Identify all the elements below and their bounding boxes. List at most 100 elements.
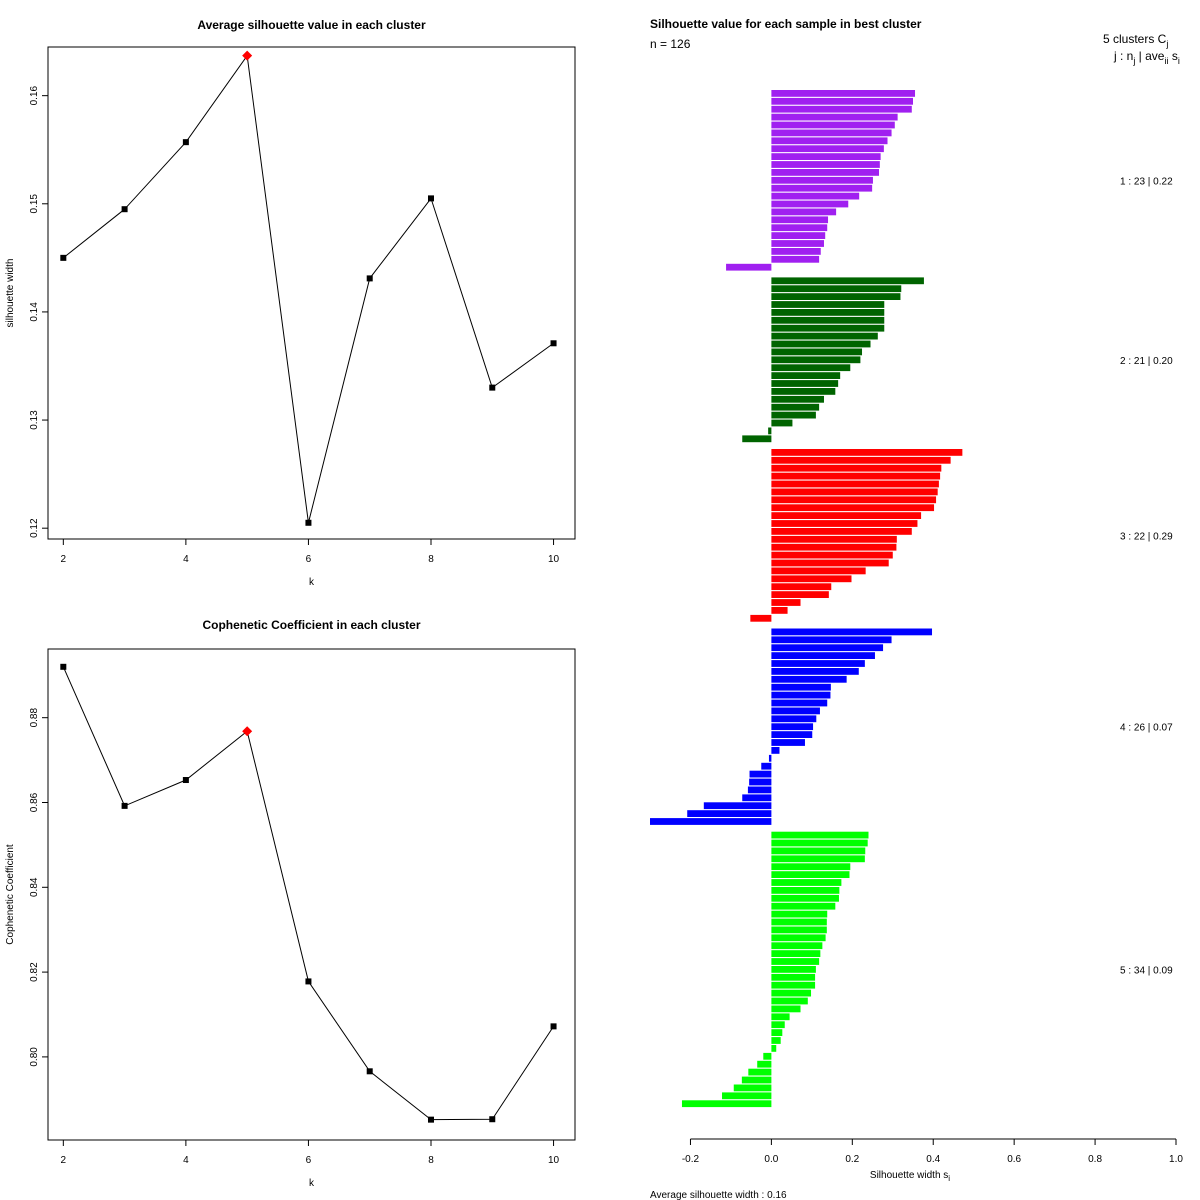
silhouette-bar — [761, 762, 772, 770]
y-axis-label: silhouette width — [5, 259, 16, 328]
silhouette-bar — [768, 754, 772, 762]
silhouette-bar — [771, 403, 820, 411]
silhouette-bar — [771, 464, 942, 472]
silhouette-bar — [771, 153, 881, 160]
silhouette-bar — [771, 380, 839, 387]
silhouette-bar — [771, 683, 831, 691]
x-tick-label: 0.4 — [926, 1154, 940, 1165]
silhouette-bar — [771, 636, 892, 644]
y-tick-label: 0.12 — [29, 518, 40, 538]
silhouette-bar — [771, 1005, 801, 1013]
silhouette-bar — [771, 472, 941, 480]
silhouette-bar — [771, 934, 826, 942]
silhouette-bar — [771, 551, 893, 559]
silhouette-bar — [687, 810, 772, 817]
silhouette-bar — [722, 1092, 772, 1100]
silhouette-bar — [771, 208, 837, 216]
silhouette-bar — [749, 770, 772, 778]
silhouette-bar — [771, 277, 924, 285]
silhouette-bar — [771, 512, 922, 519]
silhouette-bar — [771, 715, 817, 723]
x-axis-label: k — [309, 577, 315, 588]
cluster-header: 5 clusters Cj — [1103, 32, 1168, 49]
data-point — [550, 1023, 557, 1030]
silhouette-bar — [771, 918, 827, 926]
silhouette-panel: Silhouette value for each sample in best… — [650, 17, 1183, 1200]
cluster-4-label: 4 : 26 | 0.07 — [1120, 723, 1173, 734]
cluster-3-bars — [750, 449, 963, 622]
data-point — [489, 1116, 496, 1123]
silhouette-bar — [771, 1021, 785, 1029]
silhouette-bar — [650, 818, 772, 825]
silhouette-bar — [771, 567, 866, 575]
silhouette-bar — [771, 847, 866, 855]
silhouette-bar — [771, 528, 912, 535]
silhouette-bar — [771, 411, 816, 419]
silhouette-bar — [771, 894, 839, 902]
silhouette-bar — [771, 340, 871, 348]
data-point — [427, 1116, 434, 1123]
silhouette-bar — [748, 1068, 772, 1076]
silhouette-bar — [771, 520, 918, 527]
silhouette-bar — [703, 802, 772, 810]
silhouette-bar — [771, 200, 849, 208]
silhouette-bar — [757, 1060, 772, 1068]
silhouette-bar — [771, 192, 860, 200]
x-tick-label: 4 — [183, 554, 189, 565]
cluster-5-bars — [681, 831, 869, 1108]
silhouette-bar — [771, 831, 869, 839]
silhouette-bar — [771, 675, 847, 683]
silhouette-bar — [771, 97, 913, 105]
x-tick-label: -0.2 — [682, 1154, 700, 1165]
silhouette-bar — [771, 113, 898, 121]
x-tick-label: 8 — [428, 554, 434, 565]
silhouette-bar — [771, 707, 820, 715]
silhouette-bar — [771, 575, 852, 583]
silhouette-bar — [681, 1100, 772, 1108]
silhouette-bar — [771, 105, 912, 113]
silhouette-bar — [771, 989, 812, 997]
silhouette-bar — [771, 668, 859, 675]
silhouette-bar — [771, 855, 865, 863]
silhouette-bar — [771, 504, 935, 512]
silhouette-bar — [771, 731, 813, 738]
x-tick-label: 0.2 — [845, 1154, 859, 1165]
cluster-2-bars — [742, 277, 924, 443]
x-tick-label: 10 — [548, 554, 560, 565]
plot-frame — [47, 46, 576, 540]
silhouette-bar — [750, 614, 772, 622]
y-tick-label: 0.80 — [29, 1047, 40, 1067]
silhouette-bar — [771, 1037, 781, 1044]
data-point — [60, 663, 67, 670]
silhouette-bar — [771, 129, 892, 137]
silhouette-bar — [771, 871, 850, 878]
silhouette-bar — [771, 1013, 790, 1021]
silhouette-bar — [771, 301, 885, 308]
silhouette-bar — [771, 145, 884, 153]
silhouette-bar — [771, 535, 897, 543]
silhouette-bar — [771, 887, 840, 894]
silhouette-bar — [771, 176, 873, 184]
data-point — [121, 802, 128, 809]
silhouette-bar — [771, 660, 865, 667]
silhouette-bar — [747, 786, 772, 794]
silhouette-bar — [771, 997, 808, 1005]
silhouette-bar — [742, 794, 772, 802]
y-tick-label: 0.16 — [29, 85, 40, 105]
silhouette-bar — [742, 435, 772, 443]
data-point — [182, 139, 189, 146]
silhouette-bar — [771, 958, 820, 965]
silhouette-bar — [771, 559, 889, 567]
data-point — [182, 777, 189, 784]
chart-title: Cophenetic Coefficient in each cluster — [202, 618, 420, 632]
y-axis-label: Cophenetic Coefficient — [5, 844, 16, 945]
silhouette-bar — [771, 926, 827, 934]
silhouette-bar — [771, 981, 816, 989]
x-tick-label: 0.6 — [1007, 1154, 1021, 1165]
silhouette-bar — [771, 456, 951, 464]
silhouette-bar — [771, 910, 828, 918]
silhouette-bar — [771, 691, 831, 699]
silhouette-bar — [771, 607, 788, 614]
